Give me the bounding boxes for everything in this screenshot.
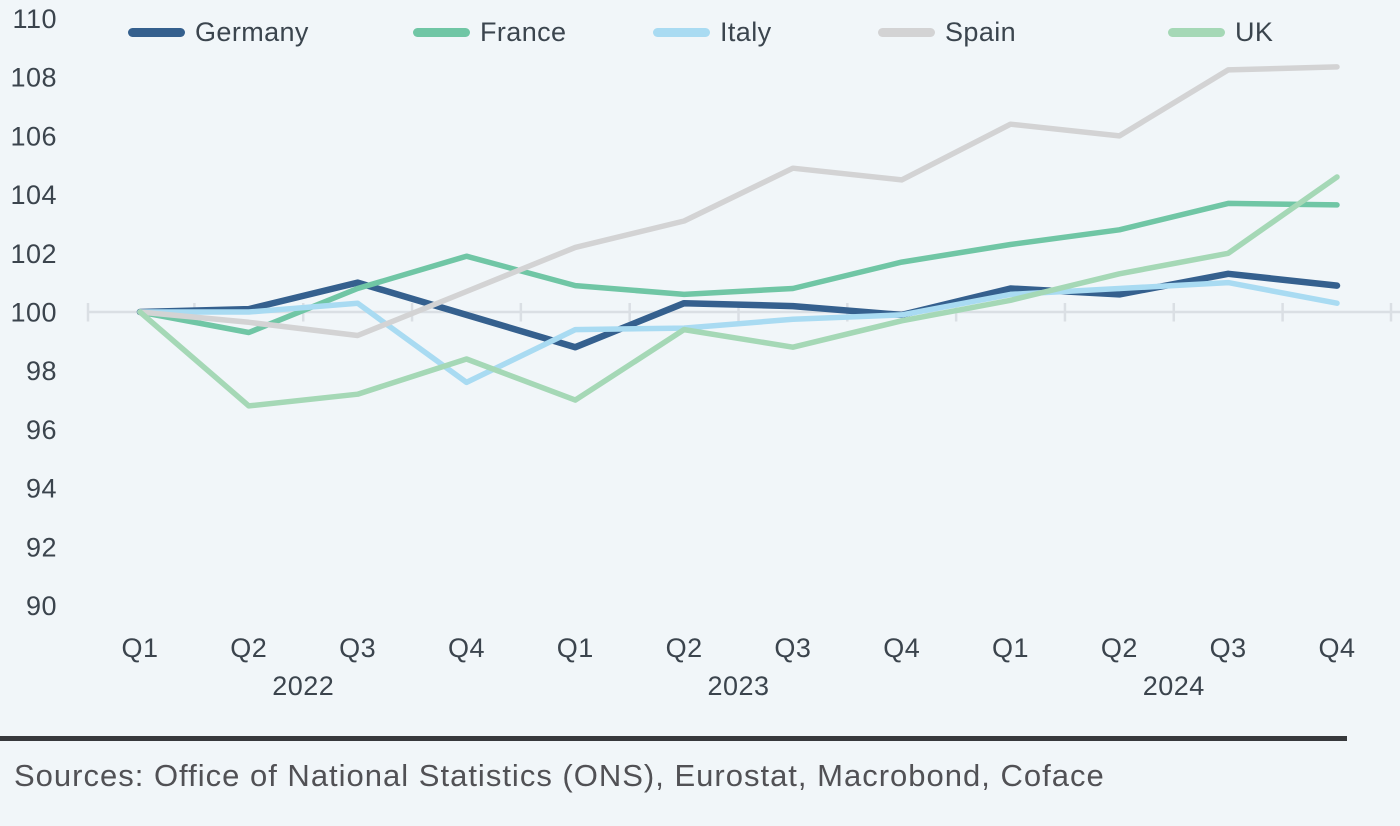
- year-label: 2022: [272, 671, 334, 701]
- y-tick-label: 96: [26, 415, 57, 445]
- chart-legend: Germany France Italy Spain UK: [0, 14, 1400, 50]
- year-label: 2024: [1143, 671, 1205, 701]
- y-tick-label: 104: [10, 180, 57, 210]
- line-chart-canvas: 110 108 106 104 102 100 98 96 94 92 90 Q1 Q2 Q3 Q4 Q1 Q2…: [10, 4, 1400, 701]
- footer-divider: [0, 736, 1347, 741]
- legend-item-uk: UK: [1168, 14, 1273, 50]
- legend-swatch-uk: [1168, 27, 1225, 37]
- legend-label: France: [480, 16, 567, 47]
- y-tick-label: 98: [26, 356, 57, 386]
- x-tick-label: Q2: [666, 633, 703, 663]
- y-tick-label: 100: [10, 298, 57, 328]
- x-tick-label: Q1: [557, 633, 594, 663]
- x-tick-label: Q2: [230, 633, 267, 663]
- legend-item-germany: Germany: [128, 14, 309, 50]
- sources-caption: Sources: Office of National Statistics (…: [14, 758, 1105, 793]
- x-tick-label: Q1: [121, 633, 158, 663]
- x-tick-label: Q1: [992, 633, 1029, 663]
- y-tick-label: 94: [26, 474, 57, 504]
- y-tick-label: 110: [12, 4, 57, 34]
- x-tick-label: Q4: [883, 633, 920, 663]
- legend-label: Germany: [195, 16, 309, 47]
- x-tick-label: Q3: [339, 633, 376, 663]
- series-line-france: [137, 200, 1340, 336]
- legend-swatch-germany: [128, 27, 185, 37]
- y-tick-label: 90: [26, 591, 57, 621]
- series-line-italy: [137, 279, 1340, 386]
- series-line-uk: [137, 174, 1340, 409]
- legend-label: Spain: [945, 16, 1017, 47]
- x-tick-label: Q3: [1210, 633, 1247, 663]
- legend-label: UK: [1235, 16, 1274, 47]
- legend-swatch-france: [413, 27, 470, 37]
- y-tick-label: 92: [26, 532, 57, 562]
- series-line-germany: [136, 270, 1341, 351]
- year-label: 2023: [707, 671, 769, 701]
- y-tick-label: 106: [10, 121, 57, 151]
- legend-item-italy: Italy: [653, 14, 772, 50]
- y-tick-label: 102: [10, 239, 57, 269]
- x-tick-label: Q4: [448, 633, 485, 663]
- series-line-spain: [137, 64, 1340, 339]
- y-tick-label: 108: [10, 63, 57, 93]
- x-tick-label: Q2: [1101, 633, 1138, 663]
- legend-item-spain: Spain: [878, 14, 1016, 50]
- legend-swatch-italy: [653, 27, 710, 37]
- x-tick-label: Q4: [1318, 633, 1355, 663]
- legend-item-france: France: [413, 14, 566, 50]
- legend-label: Italy: [720, 16, 772, 47]
- x-tick-label: Q3: [774, 633, 811, 663]
- legend-swatch-spain: [878, 27, 935, 37]
